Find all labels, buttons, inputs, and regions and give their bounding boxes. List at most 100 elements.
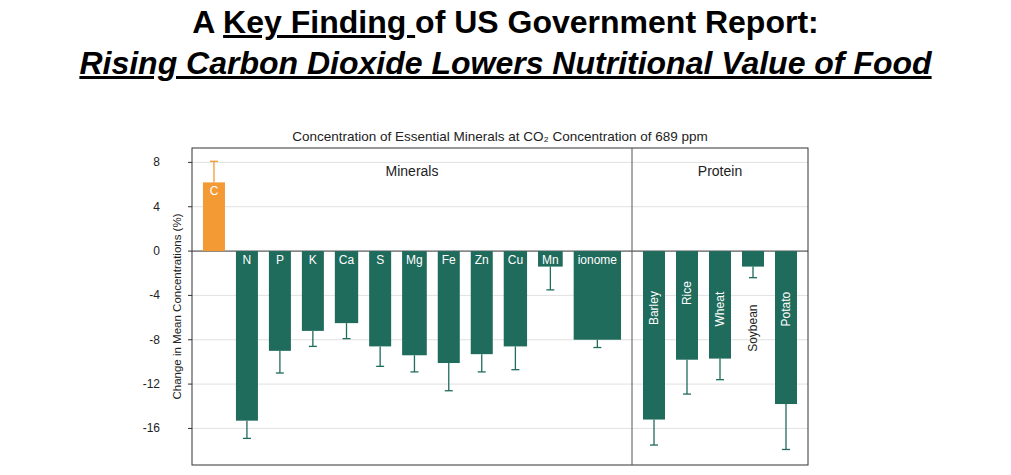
bar: [676, 251, 698, 360]
bar-label: S: [376, 253, 384, 267]
bar: [203, 182, 225, 251]
bar: [402, 251, 427, 355]
error-stem: [719, 359, 720, 380]
tick-mark: [188, 384, 192, 385]
bar: [775, 251, 797, 404]
bar-label: Mg: [406, 253, 423, 267]
error-bar: [593, 340, 601, 348]
error-bar: [445, 363, 453, 391]
bar: [269, 251, 291, 351]
error-cap: [309, 346, 317, 347]
bar: [709, 251, 731, 359]
error-stem: [515, 346, 516, 369]
error-bar: [749, 267, 757, 278]
labels: MineralsCNPKCaSMgFeZnCuMnionomeProteinBa…: [210, 163, 793, 352]
grid-line: [192, 206, 808, 207]
bar: [369, 251, 391, 346]
error-bar: [376, 346, 384, 366]
error-cap: [343, 338, 351, 339]
error-stem: [414, 355, 415, 372]
chart-title: Concentration of Essential Minerals at C…: [292, 129, 708, 144]
panel-title: Protein: [698, 163, 742, 179]
error-bar: [243, 421, 251, 439]
bar-label: N: [243, 253, 252, 267]
error-bar: [782, 404, 790, 449]
header-line: A Key Finding of US Government Report:: [0, 4, 1011, 41]
error-cap: [478, 371, 486, 372]
error-bar: [410, 355, 418, 372]
panel-title: Minerals: [386, 163, 439, 179]
tick-label: -8: [149, 333, 160, 347]
error-stem: [550, 267, 551, 290]
tick-mark: [188, 428, 192, 429]
bar-label: Barley: [647, 291, 661, 325]
error-cap: [749, 277, 757, 278]
bar: [236, 251, 258, 421]
tick-mark: [188, 295, 192, 296]
bar: [335, 251, 358, 323]
error-bar: [650, 420, 658, 445]
headline: Rising Carbon Dioxide Lowers Nutritional…: [79, 45, 931, 81]
error-cap: [445, 390, 453, 391]
error-stem: [346, 323, 347, 339]
error-cap: [593, 347, 601, 348]
header-underlined: Key Finding: [223, 4, 415, 40]
bar-label: ionome: [578, 253, 618, 267]
bar-label: Potato: [779, 291, 793, 326]
error-stem: [785, 404, 786, 449]
error-stem: [246, 421, 247, 439]
error-stem: [448, 363, 449, 391]
marks: [203, 161, 797, 449]
bar-label: K: [309, 253, 317, 267]
header-suffix: of US Government Report:: [415, 4, 819, 40]
bar-label: Wheat: [713, 291, 727, 326]
tick-mark: [188, 162, 192, 163]
tick-mark: [188, 206, 192, 207]
error-bar: [210, 161, 218, 182]
bar: [574, 251, 621, 340]
bar: [471, 251, 493, 354]
bar-label: C: [210, 184, 219, 198]
error-stem: [213, 161, 214, 182]
error-bar: [343, 323, 351, 339]
error-cap: [376, 366, 384, 367]
tick-mark: [188, 339, 192, 340]
bar: [504, 251, 527, 346]
bar-label: Soybean: [746, 304, 760, 351]
error-stem: [653, 420, 654, 445]
tick-label: -4: [149, 288, 160, 302]
error-stem: [312, 331, 313, 347]
error-stem: [597, 340, 598, 348]
panel-divider: [632, 148, 633, 465]
error-cap: [716, 379, 724, 380]
bar: [643, 251, 665, 419]
error-stem: [379, 346, 380, 366]
grid-line: [192, 428, 808, 429]
header: A Key Finding of US Government Report: Ri…: [0, 0, 1011, 82]
error-bar: [309, 331, 317, 347]
error-cap: [210, 161, 218, 162]
error-bar: [716, 359, 724, 380]
bar: [438, 251, 460, 363]
bar-label: P: [276, 253, 284, 267]
bar: [302, 251, 324, 331]
error-cap: [546, 289, 554, 290]
tick-label: 4: [153, 200, 160, 214]
chart: Concentration of Essential Minerals at C…: [0, 0, 1011, 475]
bar-label: Ca: [339, 253, 355, 267]
error-stem: [481, 354, 482, 372]
bar: [538, 251, 563, 267]
error-bar: [478, 354, 486, 372]
error-cap: [683, 393, 691, 394]
bar: [742, 251, 764, 267]
plot-frame: [192, 148, 808, 465]
error-bar: [683, 360, 691, 394]
bar-label: Cu: [508, 253, 523, 267]
tick-label: 0: [153, 244, 160, 258]
error-cap: [511, 369, 519, 370]
tick-mark: [188, 251, 192, 252]
error-cap: [276, 372, 284, 373]
error-cap: [243, 438, 251, 439]
tick-label: 8: [153, 155, 160, 169]
error-stem: [279, 351, 280, 373]
